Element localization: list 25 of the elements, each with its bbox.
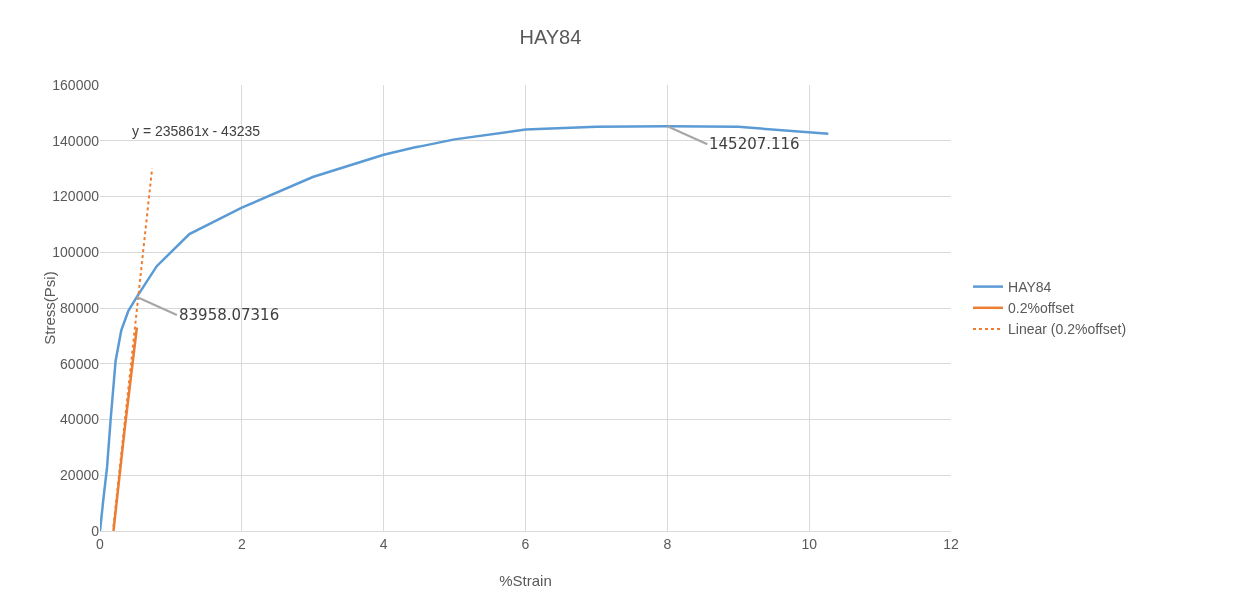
y-tick-label: 20000 [60, 467, 100, 484]
x-tick-label: 10 [801, 535, 818, 552]
legend-label: Linear (0.2%offset) [1008, 321, 1127, 338]
x-tick-label: 8 [663, 535, 672, 552]
legend-label: HAY84 [1008, 279, 1052, 296]
legend-label: 0.2%offset [1008, 300, 1075, 317]
y-axis-title: Stress(Psi) [41, 271, 59, 345]
x-axis-title: %Strain [499, 572, 552, 589]
annotation: 83958.07316 [179, 306, 280, 324]
y-tick-label: 120000 [52, 188, 100, 205]
x-tick-label: 2 [237, 535, 246, 552]
y-tick-label: 80000 [60, 299, 100, 316]
line-series [100, 124, 830, 531]
y-tick-label: 100000 [52, 244, 100, 261]
y-tick-label: 40000 [60, 411, 100, 428]
annotation: y = 235861x - 43235 [132, 123, 261, 139]
y-tick-label: 0 [91, 522, 100, 539]
y-tick-label: 60000 [60, 355, 100, 372]
x-tick-label: 4 [379, 535, 388, 552]
x-tick-label: 6 [521, 535, 530, 552]
chart-title: HAY84 [519, 26, 582, 49]
y-tick-label: 160000 [52, 76, 100, 93]
annotation: 145207.116 [709, 135, 800, 153]
y-tick-label: 140000 [52, 132, 100, 149]
x-tick-label: 12 [943, 535, 959, 552]
